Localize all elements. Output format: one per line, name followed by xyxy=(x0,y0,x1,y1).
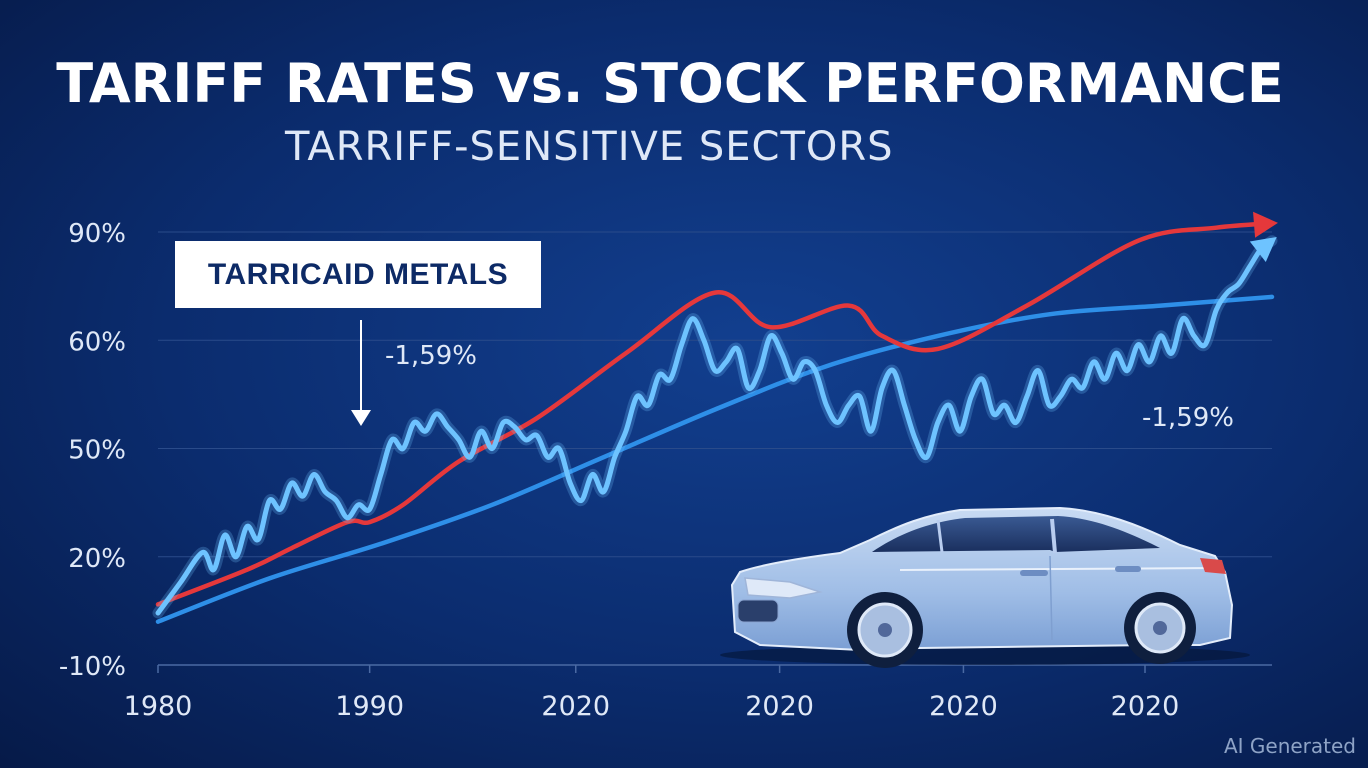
series-group xyxy=(152,211,1278,624)
y-tick-label: 90% xyxy=(68,219,126,249)
car-illustration xyxy=(720,506,1250,668)
y-tick-label: 20% xyxy=(68,544,126,574)
series-line-tariff-rate xyxy=(155,221,1275,607)
series-line-stock-performance xyxy=(155,238,1275,616)
x-tick-label: 2020 xyxy=(541,691,610,722)
x-tick-label: 2020 xyxy=(1111,691,1180,722)
y-tick-label: -10% xyxy=(59,652,126,682)
callout-box: TARRICAID METALS xyxy=(175,241,541,308)
series-arrowhead xyxy=(1249,236,1277,262)
annotation-label-left: -1,59% xyxy=(385,341,477,371)
callout-label: TARRICAID METALS xyxy=(207,257,509,291)
x-axis: 1980 1990 2020 2020 2020 2020 xyxy=(124,665,1180,722)
y-tick-label: 50% xyxy=(68,436,126,466)
x-tick-label: 1980 xyxy=(124,691,193,722)
y-tick-label: 60% xyxy=(68,327,126,357)
series-arrowhead xyxy=(1253,211,1278,238)
annotation-label-right: -1,59% xyxy=(1142,403,1234,433)
annotation-arrow-head xyxy=(351,410,371,426)
x-tick-label: 2020 xyxy=(745,691,814,722)
x-tick-label: 2020 xyxy=(929,691,998,722)
chart-title: TARIFF RATES vs. STOCK PERFORMANCE xyxy=(56,52,1284,115)
x-tick-label: 1990 xyxy=(335,691,404,722)
ai-generated-watermark: AI Generated xyxy=(1223,734,1356,758)
series-line-trend xyxy=(155,294,1275,624)
y-axis: 90% 60% 50% 20% -10% xyxy=(59,219,126,682)
chart-subtitle: TARRIFF-SENSITIVE SECTORS xyxy=(285,124,894,170)
